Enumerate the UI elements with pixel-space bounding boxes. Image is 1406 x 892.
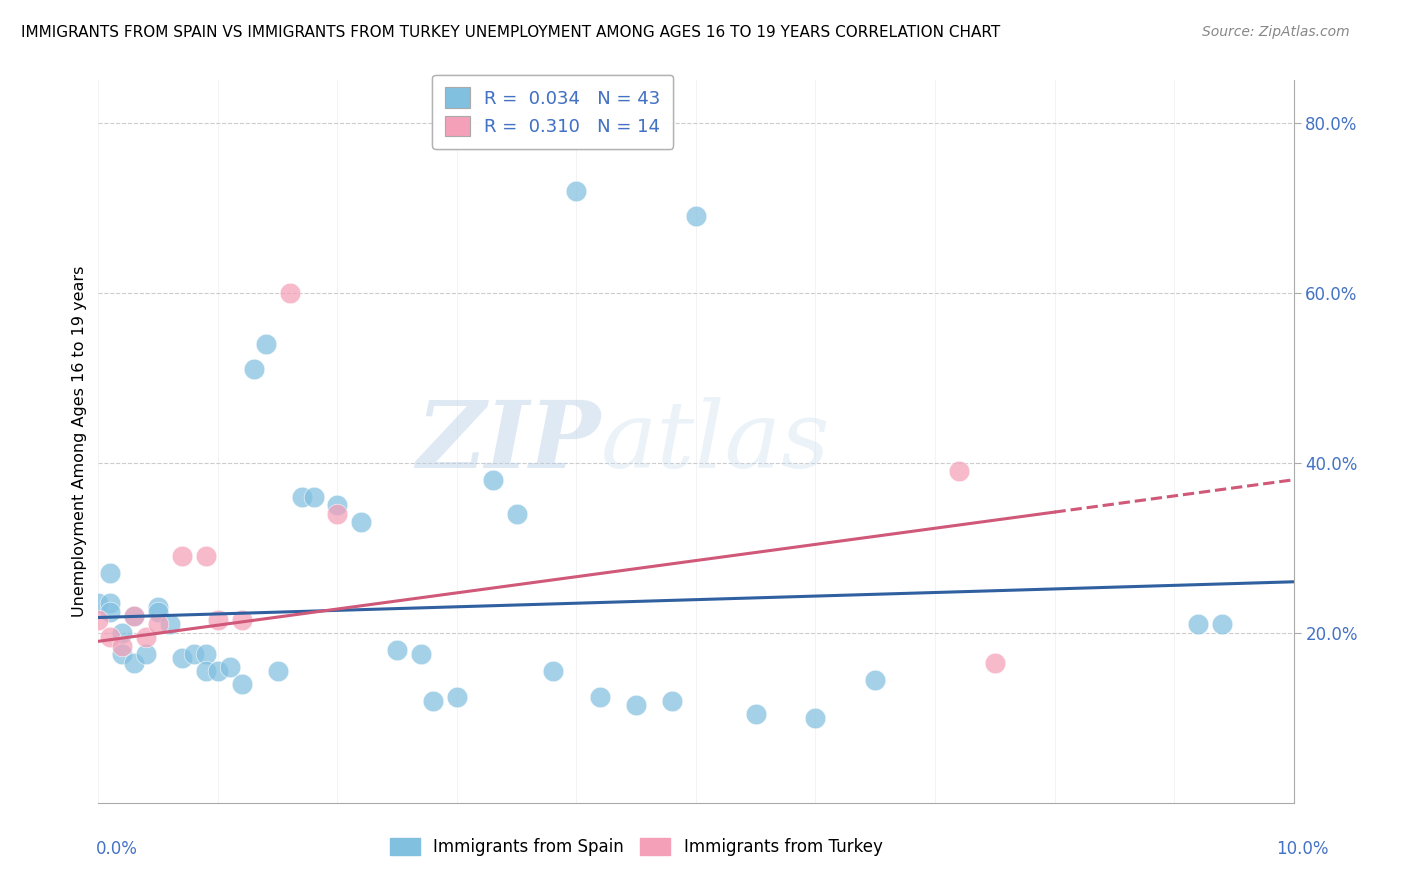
Point <box>302 490 325 504</box>
Point <box>111 625 134 640</box>
Point <box>350 516 373 530</box>
Point <box>589 690 612 704</box>
Point <box>1187 617 1209 632</box>
Point <box>506 507 529 521</box>
Point <box>98 605 122 619</box>
Point <box>482 473 505 487</box>
Point <box>207 664 229 678</box>
Point <box>231 613 253 627</box>
Point <box>326 507 349 521</box>
Point <box>148 605 170 619</box>
Point <box>98 596 122 610</box>
Point <box>231 677 253 691</box>
Point <box>984 656 1007 670</box>
Point <box>124 608 146 623</box>
Point <box>411 647 433 661</box>
Point <box>565 184 588 198</box>
Point <box>278 285 301 300</box>
Point <box>98 630 122 644</box>
Point <box>1211 617 1233 632</box>
Point <box>148 600 170 615</box>
Text: atlas: atlas <box>600 397 830 486</box>
Point <box>446 690 468 704</box>
Point <box>291 490 314 504</box>
Point <box>804 711 827 725</box>
Legend: R =  0.034   N = 43, R =  0.310   N = 14: R = 0.034 N = 43, R = 0.310 N = 14 <box>432 75 673 149</box>
Point <box>541 664 564 678</box>
Point <box>948 464 970 478</box>
Text: Source: ZipAtlas.com: Source: ZipAtlas.com <box>1202 25 1350 39</box>
Text: ZIP: ZIP <box>416 397 600 486</box>
Point <box>98 566 122 581</box>
Point <box>685 209 707 223</box>
Point <box>626 698 648 712</box>
Point <box>422 694 444 708</box>
Point <box>87 613 110 627</box>
Point <box>135 647 157 661</box>
Point <box>326 498 349 512</box>
Point <box>219 660 242 674</box>
Text: IMMIGRANTS FROM SPAIN VS IMMIGRANTS FROM TURKEY UNEMPLOYMENT AMONG AGES 16 TO 19: IMMIGRANTS FROM SPAIN VS IMMIGRANTS FROM… <box>21 25 1000 40</box>
Text: 0.0%: 0.0% <box>96 840 138 858</box>
Point <box>87 596 110 610</box>
Point <box>111 639 134 653</box>
Point <box>124 656 146 670</box>
Point <box>172 549 194 564</box>
Point <box>243 362 266 376</box>
Point <box>195 549 218 564</box>
Point <box>148 617 170 632</box>
Point <box>207 613 229 627</box>
Point <box>745 706 768 721</box>
Point <box>267 664 290 678</box>
Point <box>135 630 157 644</box>
Point <box>159 617 181 632</box>
Point <box>195 664 218 678</box>
Point <box>865 673 887 687</box>
Y-axis label: Unemployment Among Ages 16 to 19 years: Unemployment Among Ages 16 to 19 years <box>72 266 87 617</box>
Text: 10.0%: 10.0% <box>1277 840 1329 858</box>
Point <box>385 642 409 657</box>
Point <box>124 608 146 623</box>
Point <box>172 651 194 665</box>
Point <box>183 647 205 661</box>
Point <box>254 336 277 351</box>
Point <box>195 647 218 661</box>
Point <box>111 647 134 661</box>
Point <box>661 694 683 708</box>
